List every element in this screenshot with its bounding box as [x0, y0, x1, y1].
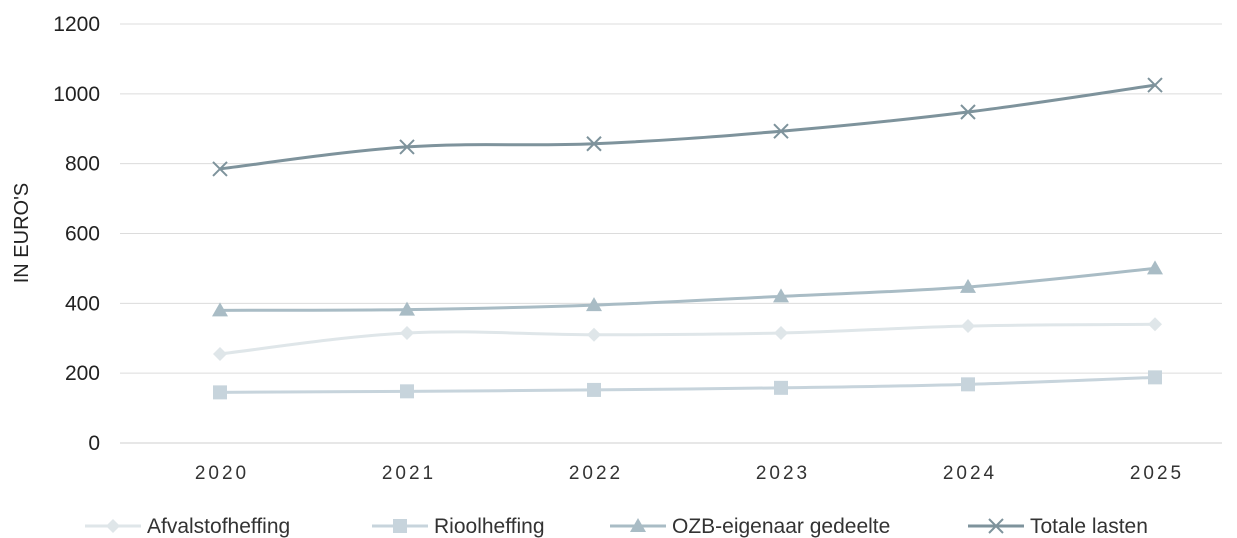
data-point: [399, 301, 415, 316]
legend-label: Afvalstofheffing: [147, 515, 290, 538]
x-tick-label: 2020: [195, 463, 249, 484]
y-tick-label: 0: [88, 432, 100, 455]
y-tick-label: 800: [65, 153, 100, 176]
x-axis-ticks: 2020 2021 2022 2023 2024 2025: [195, 463, 1184, 484]
legend-item: Totale lasten: [968, 515, 1148, 538]
y-axis-ticks: 0 200 400 600 800 1000 1200: [53, 13, 100, 455]
series-rioolheffing: [213, 370, 1162, 400]
data-point: [1148, 317, 1162, 332]
data-point: [106, 519, 120, 533]
legend: Afvalstofheffing Rioolheffing OZB-eigenaar…: [85, 515, 1148, 538]
data-point: [961, 377, 975, 392]
data-point: [587, 327, 601, 342]
legend-item: Afvalstofheffing: [85, 515, 290, 538]
grid-lines: [120, 23, 1222, 444]
y-tick-label: 400: [65, 292, 100, 315]
data-point: [212, 161, 228, 177]
data-point: [586, 297, 602, 312]
data-point: [400, 384, 414, 399]
x-tick-label: 2025: [1130, 463, 1184, 484]
series-ozb-eigenaar-gedeelte: [212, 260, 1163, 317]
series-totale-lasten: [212, 77, 1163, 177]
data-point: [988, 518, 1004, 534]
series-layer: [212, 77, 1163, 400]
legend-item: Rioolheffing: [372, 515, 545, 538]
series-afvalstofheffing: [213, 317, 1162, 361]
series-line: [219, 83, 1156, 171]
data-point: [400, 326, 414, 341]
y-axis-title: IN EURO'S: [11, 183, 33, 284]
data-point: [774, 326, 788, 341]
data-point: [1147, 77, 1163, 93]
data-point: [212, 302, 228, 317]
x-tick-label: 2021: [382, 463, 436, 484]
series-line: [219, 375, 1156, 394]
series-line: [219, 322, 1156, 356]
legend-label: Totale lasten: [1030, 515, 1148, 538]
data-point: [1148, 370, 1162, 385]
x-tick-label: 2024: [943, 463, 997, 484]
data-point: [630, 518, 646, 532]
x-tick-label: 2022: [569, 463, 623, 484]
data-point: [213, 385, 227, 400]
data-point: [774, 380, 788, 395]
data-point: [399, 139, 415, 155]
y-tick-label: 1000: [53, 83, 100, 106]
data-point: [1147, 260, 1163, 275]
x-tick-label: 2023: [756, 463, 810, 484]
data-point: [586, 136, 602, 152]
data-point: [393, 519, 407, 533]
data-point: [587, 382, 601, 397]
data-point: [213, 346, 227, 361]
data-point: [773, 288, 789, 303]
series-line: [219, 266, 1156, 312]
legend-label: OZB-eigenaar gedeelte: [672, 515, 890, 538]
y-tick-label: 600: [65, 223, 100, 246]
y-tick-label: 200: [65, 362, 100, 385]
data-point: [960, 104, 976, 120]
data-point: [961, 319, 975, 334]
data-point: [960, 278, 976, 293]
legend-label: Rioolheffing: [434, 515, 545, 538]
y-tick-label: 1200: [53, 13, 100, 36]
legend-item: OZB-eigenaar gedeelte: [610, 515, 890, 538]
data-point: [773, 123, 789, 139]
